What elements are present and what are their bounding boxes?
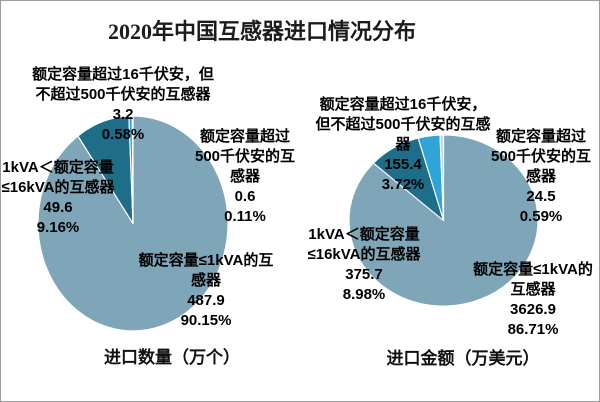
callout-line: 额定容量超过16千伏安， (319, 96, 487, 113)
callout-line: ≤16kVA的互感器 (1, 179, 115, 196)
callout-line: 额定容量≤1kVA的 (473, 261, 593, 278)
pie-slice-over-500kva (131, 116, 134, 225)
callout-line: 但不超过500千伏安的互感 (315, 116, 491, 133)
callout-line: 86.71% (507, 321, 559, 338)
left-callout-under-1kva: 额定容量≤1kVA的互 感器 487.9 90.15% (139, 251, 274, 331)
callout-line: 0.59% (519, 208, 563, 225)
callout-line: 24.5 (526, 188, 556, 205)
right-pie-caption: 进口金额（万美元） (386, 349, 540, 368)
callout-line: 0.11% (224, 208, 266, 225)
callout-line: 不超过500千伏安的互感器 (35, 86, 211, 103)
callout-line: 感器 (229, 168, 260, 185)
callout-line: 0.6 (234, 188, 256, 205)
callout-line: 器 (395, 136, 411, 153)
right-callout-under-1kva: 额定容量≤1kVA的 互感器 3626.9 86.71% (473, 260, 593, 340)
callout-line: 49.6 (43, 199, 73, 216)
callout-line: 额定容量≤1kVA的互 (138, 252, 274, 269)
callout-line: 3626.9 (510, 301, 556, 318)
callout-line: 互感器 (510, 281, 556, 298)
callout-line: 500千伏安的互 (194, 148, 296, 165)
callout-line: 感器 (525, 168, 556, 185)
callout-line: 9.16% (36, 219, 80, 236)
left-callout-1kva-to-16kva: 1kVA＜额定容量 ≤16kVA的互感器 49.6 9.16% (2, 158, 115, 238)
callout-line: 1kVA＜额定容量 (308, 226, 420, 243)
import-amount-pie (349, 135, 538, 306)
left-callout-16kva-to-500kva: 额定容量超过16千伏安，但 不超过500千伏安的互感器 3.2 0.58% (32, 65, 214, 145)
callout-line: 8.98% (342, 286, 386, 303)
callout-line: 额定容量超过 (199, 128, 290, 145)
callout-line: 375.7 (345, 266, 383, 283)
pie-slice-over-500kva (439, 135, 445, 222)
import-quantity-pie (38, 116, 228, 331)
callout-line: 3.72% (381, 176, 425, 193)
callout-line: 0.58% (101, 126, 145, 143)
page-title: 2020年中国互感器进口情况分布 (107, 19, 417, 44)
left-callout-over-500kva: 额定容量超过 500千伏安的互 感器 0.6 0.11% (195, 127, 295, 227)
left-pie-caption: 进口数量（万个） (104, 348, 240, 367)
callout-line: 487.9 (187, 292, 225, 309)
callout-line: 3.2 (112, 106, 134, 123)
callout-line: ≤16kVA的互感器 (307, 246, 421, 263)
callout-line: 90.15% (180, 312, 232, 329)
callout-line: 1kVA＜额定容量 (2, 159, 114, 176)
callout-line: 155.4 (384, 156, 422, 173)
callout-line: 500千伏安的互 (490, 148, 592, 165)
callout-line: 感器 (190, 272, 221, 289)
right-callout-16kva-to-500kva: 额定容量超过16千伏安， 但不超过500千伏安的互感 器 155.4 3.72% (315, 95, 490, 195)
callout-line: 额定容量超过 (495, 128, 586, 145)
right-callout-over-500kva: 额定容量超过 500千伏安的互 感器 24.5 0.59% (491, 127, 591, 227)
right-callout-1kva-to-16kva: 1kVA＜额定容量 ≤16kVA的互感器 375.7 8.98% (308, 225, 421, 305)
callout-line: 额定容量超过16千伏安，但 (32, 66, 214, 83)
